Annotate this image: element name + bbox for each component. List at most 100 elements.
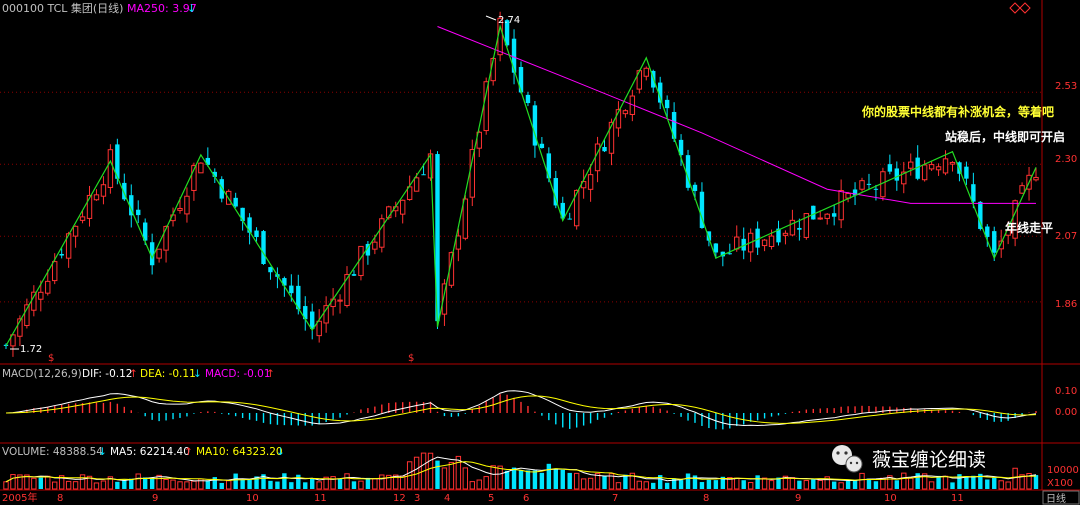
volume-bar	[45, 475, 51, 490]
time-label-3: 10	[246, 493, 259, 504]
candle	[344, 266, 350, 308]
candle	[365, 241, 371, 265]
candle	[31, 285, 37, 317]
price-tick-3: 1.86	[1055, 299, 1077, 310]
volume-bar	[31, 477, 37, 490]
time-label-6: 3	[414, 493, 420, 504]
ma10-readout: MA10: 64323.20	[196, 446, 283, 458]
candle	[184, 187, 190, 223]
volume-bar	[964, 476, 969, 489]
candle	[303, 296, 308, 331]
candle	[838, 179, 844, 229]
volume-bar	[247, 478, 252, 489]
signal-marker-1: $	[48, 353, 54, 364]
volume-bar	[901, 472, 907, 490]
ma250-line	[437, 26, 1036, 204]
candle	[254, 227, 259, 242]
volume-bar	[560, 469, 565, 489]
volume-tick-unit: X100	[1047, 478, 1073, 489]
volume-bar	[1033, 475, 1039, 489]
volume-bar	[72, 481, 79, 490]
volume-bar	[129, 478, 134, 489]
macd-readout: MACD: -0.01	[205, 368, 271, 380]
candle	[985, 224, 990, 247]
volume-bar	[706, 479, 712, 489]
time-label-12: 9	[795, 493, 801, 504]
candle	[915, 145, 920, 181]
macd-title: MACD(12,26,9)	[2, 368, 82, 380]
candle	[156, 248, 162, 263]
candle	[622, 109, 629, 118]
candle	[1019, 182, 1025, 194]
volume-bar	[240, 479, 245, 489]
volume-bar	[275, 481, 280, 489]
candle	[455, 228, 462, 262]
stock-title: 000100 TCL 集团(日线)	[2, 1, 123, 15]
candle	[399, 199, 406, 224]
candle	[685, 149, 691, 191]
candle	[859, 177, 865, 192]
volume-bar	[448, 461, 455, 490]
volume-bar	[372, 478, 378, 490]
annotation-line-2: 站稳后，中线即可开启	[945, 129, 1065, 144]
price-tick-0: 2.53	[1055, 81, 1077, 92]
candle	[928, 161, 935, 171]
volume-bar	[268, 480, 273, 489]
volume-bar	[79, 474, 86, 490]
time-label-2: 9	[152, 493, 158, 504]
volume-bar	[58, 475, 65, 490]
volume-bar	[142, 477, 148, 489]
candle	[310, 303, 315, 340]
volume-bar	[351, 481, 357, 489]
volume-bar	[678, 480, 684, 489]
volume-bar	[978, 473, 983, 489]
volume-bar	[747, 482, 754, 490]
volume-bar	[122, 479, 127, 489]
volume-bar	[950, 482, 955, 489]
volume-bar	[490, 465, 496, 490]
zigzag-line	[5, 24, 1037, 347]
period-button[interactable]: 日线	[1042, 490, 1080, 505]
candle	[573, 189, 580, 230]
volume-bar	[741, 480, 746, 489]
volume-bar	[852, 480, 858, 489]
candle	[594, 136, 601, 183]
volume-bar	[608, 473, 615, 490]
volume-bar	[761, 477, 768, 490]
candle	[525, 91, 531, 107]
candle	[504, 19, 510, 48]
volume-bar	[873, 481, 879, 489]
volume-bar	[887, 475, 893, 490]
volume-bar	[219, 482, 224, 489]
volume-bar	[149, 477, 155, 489]
ma250-arrow: ↓	[187, 2, 196, 15]
candle	[100, 176, 107, 205]
dea-readout: DEA: -0.11	[140, 368, 196, 380]
candle	[713, 243, 719, 259]
volume-bar	[553, 468, 558, 489]
diamond-icons[interactable]	[1009, 2, 1031, 14]
candle	[435, 151, 440, 330]
volume-bar	[441, 467, 448, 490]
volume-bar	[212, 477, 217, 489]
candle	[219, 176, 224, 203]
volume-bar	[462, 467, 469, 490]
volume-bar	[233, 473, 238, 489]
volume-bar	[797, 480, 802, 489]
price-axis: 2.53 2.30 2.07 1.86	[1055, 81, 1077, 310]
volume-bar	[330, 476, 336, 490]
candle	[52, 253, 58, 285]
ma10-arrow: ↓	[276, 446, 285, 458]
volume-bar	[651, 482, 656, 489]
volume-bar	[358, 480, 364, 490]
candle	[441, 279, 448, 326]
candle	[261, 230, 266, 265]
volume-bar	[170, 479, 176, 490]
candle	[761, 238, 768, 252]
candle	[337, 294, 343, 314]
macd-tick-0: 0.10	[1055, 386, 1077, 397]
volume-bar	[518, 470, 524, 489]
candle	[323, 296, 329, 333]
candle	[776, 220, 781, 246]
